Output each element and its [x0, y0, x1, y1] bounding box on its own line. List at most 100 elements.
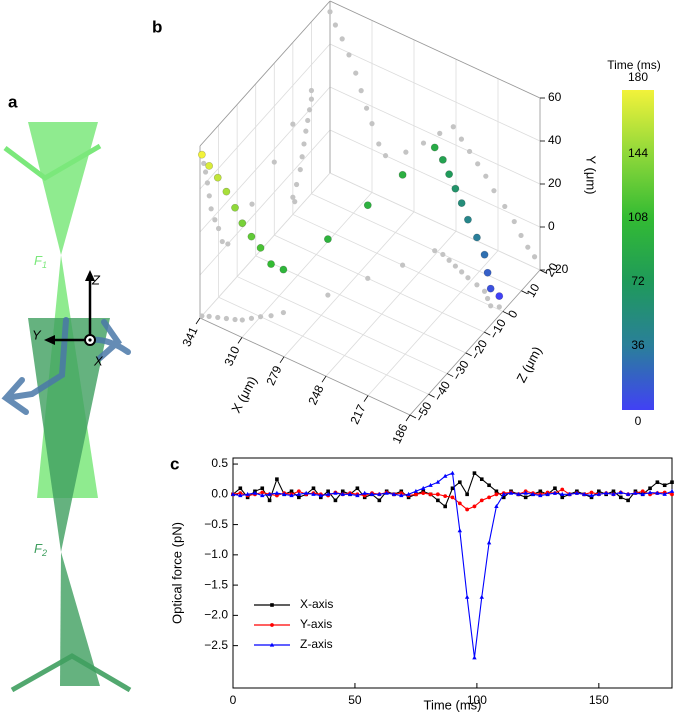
data-point [611, 491, 616, 496]
trajectory-shadow [502, 203, 508, 210]
trajectory-shadow [531, 254, 538, 260]
trajectory-shadow [204, 180, 211, 186]
trajectory-point [205, 161, 214, 170]
data-point [516, 491, 521, 496]
colorbar-tick-label: 72 [631, 274, 645, 288]
y-tick-label: 60 [548, 90, 562, 104]
data-point [553, 486, 557, 491]
data-point [340, 489, 345, 494]
colorbar-tick-label: 108 [628, 210, 648, 224]
motion-arrow [1, 317, 69, 415]
trajectory-shadow [248, 315, 255, 321]
trajectory-point [483, 268, 492, 277]
trajectory-shadow [208, 206, 214, 212]
y-tick-label: −2.5 [204, 638, 228, 652]
trajectory-point [197, 150, 206, 159]
trajectory-shadow [290, 194, 296, 200]
beam-letter: F [34, 253, 43, 268]
x-tick-label: 0 [230, 693, 237, 707]
data-point [442, 473, 448, 478]
trajectory-shadow [511, 218, 517, 225]
trajectory-shadow [206, 193, 212, 199]
x-tick [321, 375, 327, 383]
legend-marker [269, 642, 275, 647]
data-point [530, 491, 536, 496]
x-tick-label: 217 [347, 402, 368, 426]
data-point [318, 493, 323, 498]
z-tick [521, 290, 528, 295]
beam-sub: 1 [42, 260, 47, 270]
data-point [355, 486, 360, 491]
axis-label: X [93, 353, 104, 368]
colorbar-title: Time (ms) [607, 58, 661, 72]
data-point [523, 490, 528, 495]
data-point [311, 486, 316, 491]
beam-label: F2 [34, 541, 47, 558]
data-point [267, 498, 272, 503]
data-point [545, 491, 550, 496]
data-point [494, 504, 499, 509]
beam-one-chevron [3, 143, 102, 181]
x-tick-label: 50 [348, 693, 362, 707]
data-point [238, 493, 243, 498]
data-point [538, 493, 543, 498]
data-point [355, 493, 360, 498]
trajectory-shadow [488, 303, 494, 309]
trajectory-point [495, 292, 504, 301]
grid-line [255, 255, 466, 354]
trajectory-point [464, 215, 472, 224]
data-point [406, 491, 411, 496]
trajectory-shadow [292, 199, 298, 205]
data-point [640, 489, 645, 494]
trajectory-point [213, 173, 222, 182]
data-point [625, 491, 631, 496]
legend-marker [270, 603, 274, 607]
trajectory-shadow [212, 217, 218, 223]
z-tick [446, 373, 454, 377]
data-point [230, 491, 236, 496]
trajectory-point [430, 143, 439, 152]
data-point [647, 490, 653, 495]
x-axis-title: Time (ms) [423, 697, 481, 712]
grid-line [329, 43, 541, 142]
x-arrow-dot [88, 338, 92, 342]
axis-label: Y [32, 327, 42, 342]
data-point [626, 498, 630, 503]
z-tick [502, 311, 510, 315]
x-tick-label: 186 [389, 421, 410, 445]
data-point [362, 490, 367, 495]
data-point [552, 490, 558, 495]
z-tick [484, 331, 491, 336]
box-edge [409, 269, 541, 416]
data-point [501, 495, 506, 500]
trajectory-point [222, 187, 231, 196]
data-point [421, 491, 426, 496]
beam-two-lower [60, 552, 100, 686]
data-point [377, 491, 382, 496]
data-point [487, 495, 491, 500]
trajectory-shadow [483, 173, 489, 179]
trajectory-point [231, 203, 239, 212]
x-tick-label: 341 [179, 324, 200, 348]
colorbar-tick-label: 36 [631, 338, 645, 352]
data-point [325, 491, 331, 496]
data-point [669, 488, 675, 493]
grid-line [311, 193, 522, 292]
data-point [479, 477, 484, 481]
grid-line [329, 86, 541, 185]
data-point [523, 495, 528, 500]
data-point [560, 487, 565, 492]
data-point [450, 495, 455, 500]
z-axis-title: Z (μm) [513, 344, 544, 385]
trajectory-shadow [496, 304, 502, 310]
trajectory-shadow [271, 159, 277, 165]
trajectory-shadow [525, 244, 531, 250]
trajectory-shadow [257, 314, 264, 320]
grid-line [329, 129, 541, 228]
data-point [282, 491, 287, 496]
data-point [399, 493, 404, 498]
data-point [589, 493, 594, 498]
box-edge [199, 0, 331, 147]
data-point [633, 490, 638, 495]
